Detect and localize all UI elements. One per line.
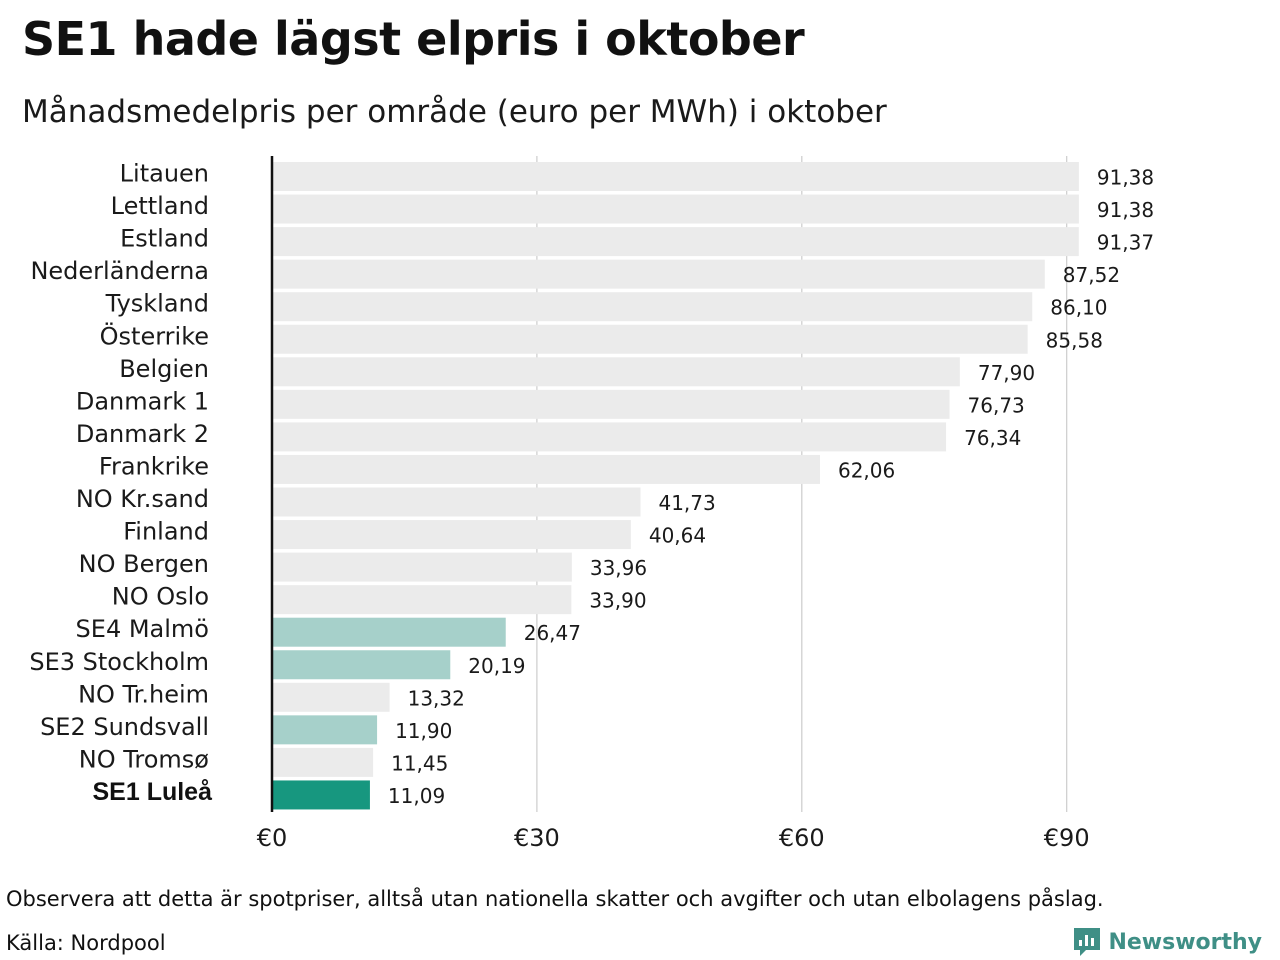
bar — [272, 487, 641, 517]
category-label: Tyskland — [105, 290, 209, 318]
bar — [272, 194, 1079, 224]
value-label: 33,96 — [590, 556, 647, 580]
bar — [272, 227, 1079, 257]
x-tick-label: €60 — [779, 824, 825, 852]
bar — [272, 650, 451, 680]
bar — [272, 552, 572, 582]
bar — [272, 715, 378, 745]
category-label: NO Kr.sand — [76, 485, 209, 513]
bar — [272, 585, 572, 615]
value-label: 85,58 — [1046, 328, 1103, 352]
value-label: 41,73 — [658, 491, 715, 515]
value-label: 91,38 — [1097, 198, 1154, 222]
x-tick-label: €30 — [514, 824, 560, 852]
value-label: 20,19 — [468, 654, 525, 678]
bar — [272, 520, 631, 550]
category-label: Finland — [123, 518, 209, 546]
bar — [272, 422, 947, 452]
bar — [272, 162, 1079, 191]
value-label: 77,90 — [978, 361, 1035, 385]
bar-chart: 91,38 91,38 91,37 87,52 86,10 85,58 77,90 76,73… — [29, 156, 1154, 852]
bar — [272, 292, 1033, 322]
value-label: 76,73 — [968, 393, 1025, 417]
bar — [272, 389, 950, 419]
bar — [272, 617, 506, 647]
bar — [272, 357, 960, 387]
value-label: 11,45 — [391, 751, 448, 775]
x-tick-label: €0 — [257, 824, 288, 852]
category-label: SE4 Malmö — [76, 615, 209, 643]
value-label: 91,37 — [1097, 231, 1154, 255]
value-label: 33,90 — [589, 589, 646, 613]
bars — [272, 162, 1079, 810]
value-label: 26,47 — [524, 621, 581, 645]
category-label: NO Oslo — [112, 583, 209, 611]
category-label: NO Tromsø — [79, 745, 209, 773]
category-label: NO Tr.heim — [78, 680, 209, 708]
value-label: 11,90 — [395, 719, 452, 743]
bar — [272, 454, 820, 484]
category-label: SE2 Sundsvall — [40, 713, 209, 741]
value-label: 62,06 — [838, 458, 895, 482]
bar — [272, 682, 390, 712]
category-label: Estland — [120, 225, 209, 253]
category-label: Danmark 2 — [76, 420, 209, 448]
bar — [272, 747, 374, 777]
x-axis-tick-labels: €0 €30 €60 €90 — [257, 824, 1090, 852]
category-labels: Litauen Lettland Estland Nederländerna Tyskl… — [29, 160, 212, 806]
brand-name: Newsworthy — [1108, 929, 1262, 955]
value-label: 86,10 — [1050, 296, 1107, 320]
category-label: Frankrike — [99, 452, 209, 480]
category-label: SE3 Stockholm — [29, 648, 209, 676]
category-label: Lettland — [111, 192, 209, 220]
category-label: Österrike — [100, 321, 209, 350]
category-label: NO Bergen — [79, 550, 209, 578]
category-label: Litauen — [120, 160, 209, 188]
category-label: Nederländerna — [30, 257, 209, 285]
value-label: 87,52 — [1063, 263, 1120, 287]
value-label: 91,38 — [1097, 166, 1154, 190]
footnote: Observera att detta är spotpriser, allts… — [6, 887, 1104, 911]
chart-title: SE1 hade lägst elpris i oktober — [22, 12, 805, 66]
bar — [272, 259, 1045, 289]
category-label: Belgien — [119, 355, 209, 383]
category-label: Danmark 1 — [76, 387, 209, 415]
value-labels: 91,38 91,38 91,37 87,52 86,10 85,58 77,90 76,73… — [388, 166, 1154, 808]
value-label: 11,09 — [388, 784, 445, 808]
value-label: 76,34 — [964, 426, 1021, 450]
bar — [272, 324, 1028, 354]
value-label: 40,64 — [649, 524, 706, 548]
chart-subtitle: Månadsmedelpris per område (euro per MWh… — [22, 94, 887, 130]
brand: Newsworthy — [1072, 926, 1262, 958]
newsworthy-logo-icon — [1074, 928, 1101, 956]
x-tick-label: €90 — [1044, 824, 1090, 852]
category-label: SE1 Luleå — [93, 778, 213, 806]
source-note: Källa: Nordpool — [6, 931, 166, 955]
value-label: 13,32 — [408, 686, 465, 710]
bar — [272, 780, 370, 810]
